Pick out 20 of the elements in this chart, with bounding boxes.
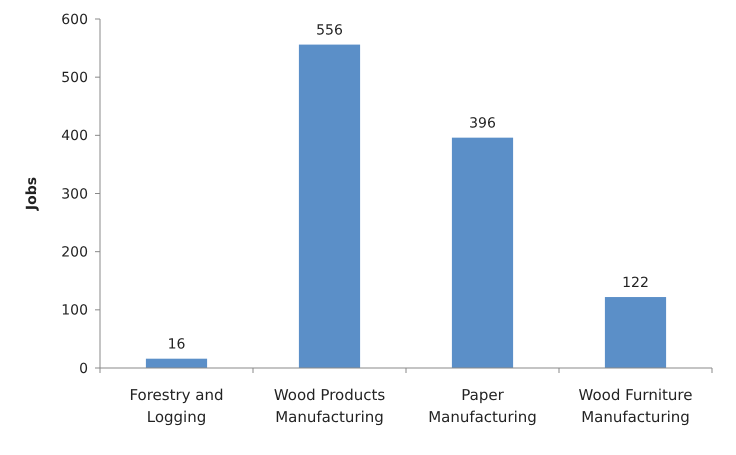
y-tick-label: 500 bbox=[61, 70, 88, 86]
bar bbox=[452, 138, 514, 368]
y-tick-label: 300 bbox=[61, 186, 88, 202]
y-tick-label: 200 bbox=[61, 244, 88, 261]
data-label: 16 bbox=[168, 336, 186, 353]
data-label: 396 bbox=[469, 116, 496, 132]
x-tick-label: Wood Furniture Manufacturing bbox=[578, 386, 692, 426]
data-label: 556 bbox=[316, 22, 343, 39]
bar bbox=[298, 44, 360, 368]
y-tick-label: 400 bbox=[61, 128, 88, 144]
data-label: 122 bbox=[622, 275, 649, 292]
x-tick-label: Forestry and Logging bbox=[129, 386, 224, 426]
bar bbox=[604, 297, 666, 368]
y-tick-label: 100 bbox=[61, 302, 88, 319]
x-tick-label: Wood Products Manufacturing bbox=[274, 386, 386, 426]
y-tick-label: 0 bbox=[79, 360, 88, 377]
x-tick-label: Paper Manufacturing bbox=[428, 386, 537, 426]
bar bbox=[146, 358, 208, 368]
y-tick-label: 600 bbox=[61, 12, 88, 28]
y-axis-title: Jobs bbox=[24, 176, 40, 212]
